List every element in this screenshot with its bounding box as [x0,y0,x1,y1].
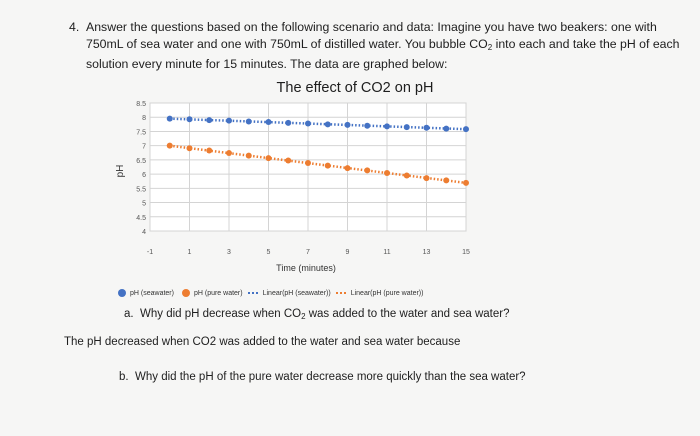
data-point [384,169,390,176]
x-axis-label: Time (minutes) [276,263,336,273]
question-a: a. Why did pH decrease when CO2 was added… [124,308,509,321]
trendline [169,144,467,185]
trendline [169,117,467,131]
x-tick-label: -1 [147,249,153,256]
question-text-part1: Answer the questions based on the follow… [86,20,657,51]
data-point [364,167,371,174]
data-point [166,142,173,149]
data-point [206,117,213,124]
purewater-marker-icon [181,289,190,297]
data-point [166,115,173,122]
x-tick-label: 15 [462,249,470,256]
y-tick-label: 4 [142,229,146,236]
question-4: 4. Answer the questions based on the fol… [69,19,686,73]
data-point [364,122,371,129]
question-number: 4. [69,20,80,34]
trendlines [169,117,467,185]
question-a-text1: Why did pH decrease when CO [140,308,302,320]
question-a-sub: 2 [301,312,306,321]
chart-legend: pH (seawater) pH (pure water) Linear(pH … [118,289,423,297]
data-point [206,147,213,154]
x-tick-labels: -1 1 3 5 7 9 11 13 15 [147,249,470,256]
y-tick-label: 5.5 [136,186,146,193]
y-tick-label: 5 [142,201,146,208]
x-tick-label: 11 [383,249,390,256]
seawater-marker-icon [118,289,126,297]
question-a-text2: was added to the water and sea water? [305,308,510,320]
data-point [463,179,469,186]
co2-subscript: 2 [487,42,493,52]
data-points [166,115,469,186]
question-a-label: a. [124,308,134,320]
data-point [344,121,351,128]
data-point [463,126,469,133]
y-tick-label: 6.5 [136,158,146,165]
x-tick-label: 5 [267,249,271,256]
legend-lin-sea: Linear(pH (seawater)) [262,289,331,297]
data-point [186,145,193,152]
question-b-label: b. [119,371,129,383]
x-tick-label: 9 [346,249,350,256]
answer-text: The pH decreased when CO2 was added to t… [64,336,461,348]
question-b: b. Why did the pH of the pure water decre… [119,371,526,383]
y-tick-label: 6 [142,172,146,179]
x-tick-label: 1 [188,249,192,256]
data-point [305,160,311,167]
x-tick-label: 13 [423,249,431,256]
data-point [265,155,272,162]
legend-lin-pure: Linear(pH (pure water)) [350,289,424,297]
purewater-trend-icon [335,292,346,294]
y-tick-label: 4.5 [136,215,146,222]
data-point [324,121,331,128]
data-point [423,175,430,182]
y-axis-label: pH [115,165,126,178]
data-point [403,172,410,179]
data-point [245,118,252,125]
data-point [423,124,430,131]
data-point [324,162,331,169]
data-point [443,125,450,132]
x-tick-label: 7 [306,249,310,256]
data-point [265,119,272,126]
seawater-trend-icon [247,292,258,294]
y-tick-label: 7 [142,144,146,151]
x-tick-label: 3 [227,249,231,256]
y-tick-label: 8 [142,115,146,122]
y-tick-label: 8.5 [136,101,146,108]
data-point [186,116,193,123]
question-b-text: Why did the pH of the pure water decreas… [135,371,526,383]
legend-seawater: pH (seawater) [130,289,174,297]
data-point [226,150,232,157]
data-point [305,120,311,127]
data-point [403,124,410,131]
data-point [344,165,351,172]
data-point [384,123,390,130]
data-point [285,157,292,164]
data-point [226,117,232,124]
data-point [285,119,292,126]
y-tick-labels: 8.5 8 7.5 7 6.5 6 5.5 5 4.5 4 [136,101,146,236]
y-tick-label: 7.5 [136,129,146,136]
legend-pure: pH (pure water) [193,289,243,297]
question-text-part2: into each and take the pH of each soluti… [86,36,680,72]
data-point [245,152,252,159]
chart-title: The effect of CO2 on pH [276,80,434,96]
data-point [443,177,450,184]
